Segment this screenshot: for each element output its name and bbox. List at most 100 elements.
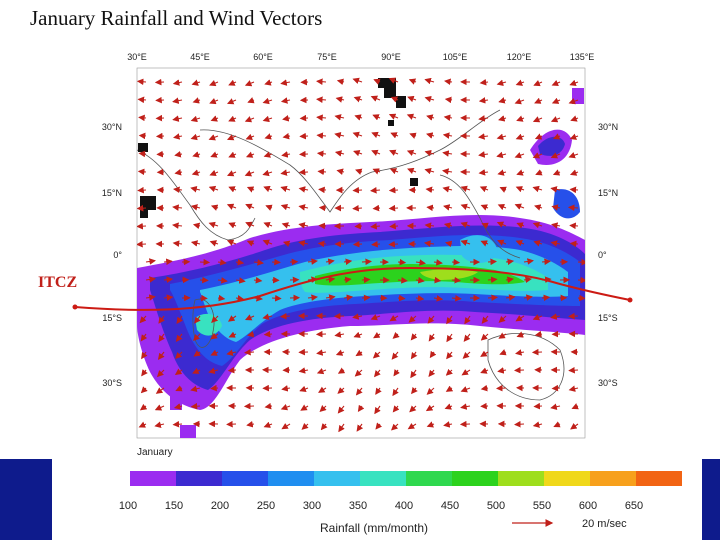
legend-tick-label: 250: [257, 500, 275, 512]
wind-vector: [139, 171, 146, 172]
lat-tick: 15°S: [102, 313, 122, 323]
legend-swatch: [360, 471, 406, 486]
latitude-axis-right: 30°N 15°N 0° 15°S 30°S: [598, 122, 618, 388]
legend-swatch: [268, 471, 314, 486]
wind-vector: [138, 208, 146, 209]
wind-vector: [390, 190, 398, 191]
lat-tick: 0°: [598, 250, 607, 260]
wind-vector: [211, 388, 218, 389]
itcz-line-start: [73, 305, 78, 310]
itcz-label: ITCZ: [38, 274, 77, 292]
legend-tick-label: 600: [579, 500, 597, 512]
wind-vector: [272, 298, 281, 299]
wind-vector: [553, 388, 560, 389]
legend-swatch: [314, 471, 360, 486]
rainfall-legend: 100 150 200 250 300 350 400 450 500 550 600 650 Rai…: [52, 459, 702, 540]
legend-title: Rainfall (mm/month): [320, 521, 428, 535]
wind-vector: [319, 171, 327, 172]
legend-swatch: [498, 471, 544, 486]
wind-vector: [320, 208, 326, 209]
longitude-axis: 30°E 45°E 60°E 75°E 90°E 105°E 120°E 135…: [127, 52, 594, 62]
wind-vector: [571, 243, 578, 244]
legend-swatch: [590, 471, 636, 486]
wind-vector: [362, 298, 369, 299]
wind-vector: [139, 99, 146, 100]
legend-box: 100 150 200 250 300 350 400 450 500 550 600 650 Rai…: [52, 459, 702, 540]
legend-swatch: [130, 471, 176, 486]
lat-tick: 15°N: [598, 188, 618, 198]
legend-tick-label: 650: [625, 500, 643, 512]
wind-vector: [372, 244, 380, 245]
wind-vector: [138, 190, 146, 191]
lat-tick: 30°N: [102, 122, 122, 132]
legend-tick-label: 300: [303, 500, 321, 512]
wind-vector: [488, 297, 497, 298]
lon-tick: 135°E: [570, 52, 595, 62]
lon-tick: 30°E: [127, 52, 147, 62]
wind-vector: [488, 261, 496, 262]
wind-vector: [374, 208, 380, 209]
wind-vector: [137, 244, 146, 245]
legend-swatch: [222, 471, 268, 486]
itcz-line-end: [628, 298, 633, 303]
wind-vector: [569, 207, 578, 208]
lon-tick: 120°E: [507, 52, 532, 62]
legend-swatch: [176, 471, 222, 486]
lat-tick: 15°N: [102, 188, 122, 198]
wind-vector: [353, 208, 362, 209]
legend-tick-label: 400: [395, 500, 413, 512]
wind-vector: [320, 226, 327, 227]
wind-vector: [138, 81, 146, 82]
wind-vector: [578, 280, 586, 281]
legend-tick-label: 350: [349, 500, 367, 512]
legend-tick-label: 150: [165, 500, 183, 512]
wind-vector: [362, 280, 369, 281]
wind-vector: [265, 334, 272, 335]
wind-vector: [488, 279, 497, 280]
lat-tick: 30°S: [102, 378, 122, 388]
wind-vector: [319, 243, 326, 244]
legend-swatch: [406, 471, 452, 486]
latitude-axis-left: 30°N 15°N 0° 15°S 30°S: [102, 122, 123, 388]
legend-tick-label: 100: [119, 500, 137, 512]
wind-vector: [354, 244, 362, 245]
lat-tick: 0°: [113, 250, 122, 260]
wind-vector: [200, 262, 209, 263]
wind-vector: [452, 280, 460, 281]
wind-vector: [389, 244, 398, 245]
panel-label: January: [137, 447, 173, 458]
wind-vector: [229, 370, 236, 371]
wind-vector: [140, 153, 146, 154]
wind-vector: [535, 406, 543, 407]
lat-tick: 15°S: [598, 313, 618, 323]
legend-swatches: [130, 471, 682, 486]
lon-tick: 60°E: [253, 52, 273, 62]
wind-vector: [398, 262, 405, 263]
lat-tick: 30°N: [598, 122, 618, 132]
wind-vector: [139, 117, 146, 118]
legend-tick-label: 500: [487, 500, 505, 512]
wind-vector: [515, 424, 524, 425]
wind-vector: [137, 226, 146, 227]
legend-tick-label: 200: [211, 500, 229, 512]
wind-vector: [354, 190, 363, 191]
wind-vector: [570, 225, 578, 226]
wind-vector: [140, 136, 146, 137]
lon-tick: 105°E: [443, 52, 468, 62]
wind-vector: [281, 316, 290, 317]
lon-tick: 90°E: [381, 52, 401, 62]
wind-vector: [569, 370, 578, 371]
wind-vector: [390, 226, 398, 227]
lat-tick: 30°S: [598, 378, 618, 388]
wind-vector: [245, 352, 254, 353]
wind-vector: [192, 406, 200, 407]
wind-vector: [578, 262, 587, 263]
lon-tick: 75°E: [317, 52, 337, 62]
legend-tick-label: 450: [441, 500, 459, 512]
legend-swatch: [452, 471, 498, 486]
wind-vector: [362, 261, 371, 262]
wind-vector: [174, 424, 182, 425]
legend-tick-label: 550: [533, 500, 551, 512]
wind-vector: [390, 208, 398, 209]
wind-vector: [452, 262, 459, 263]
